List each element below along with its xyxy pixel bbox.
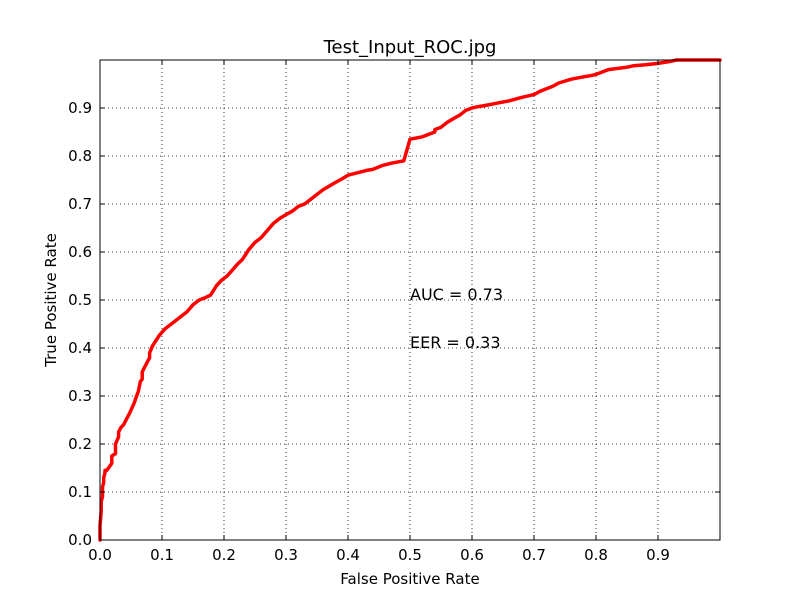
x-tick-label: 0.6 (460, 546, 484, 564)
y-tick-label: 0.5 (68, 291, 92, 309)
annotation-text: EER = 0.33 (410, 333, 501, 352)
annotations: AUC = 0.73 EER = 0.33 (410, 285, 503, 352)
x-axis-label: False Positive Rate (340, 570, 479, 588)
x-tick-label: 0.3 (274, 546, 298, 564)
roc-curve (98, 58, 722, 542)
x-tick-label: 0.9 (646, 546, 670, 564)
x-tick-label: 0.2 (212, 546, 236, 564)
y-tick-label: 0.6 (68, 243, 92, 261)
y-tick-label: 0.1 (68, 483, 92, 501)
x-tick-label: 0.1 (150, 546, 174, 564)
annotation-text: AUC = 0.73 (410, 285, 503, 304)
y-tick-label: 0.8 (68, 147, 92, 165)
y-tick-label: 0.2 (68, 435, 92, 453)
y-tick-label: 0.0 (68, 531, 92, 549)
x-tick-label: 0.7 (522, 546, 546, 564)
series-layer (98, 58, 722, 542)
y-axis-label: True Positive Rate (42, 233, 60, 368)
y-tick-label: 0.3 (68, 387, 92, 405)
y-tick-label: 0.7 (68, 195, 92, 213)
chart-title: Test_Input_ROC.jpg (323, 37, 497, 58)
x-tick-label: 0.4 (336, 546, 360, 564)
x-tick-label: 0.5 (398, 546, 422, 564)
x-tick-label: 0.8 (584, 546, 608, 564)
axis-ticks: 0.0 0.1 0.2 0.3 0.4 0.5 0.6 0.7 0.8 0.9 0.0 0.1 0.2 0… (68, 60, 720, 564)
x-tick-label: 0.0 (88, 546, 112, 564)
y-tick-label: 0.4 (68, 339, 92, 357)
y-tick-label: 0.9 (68, 99, 92, 117)
